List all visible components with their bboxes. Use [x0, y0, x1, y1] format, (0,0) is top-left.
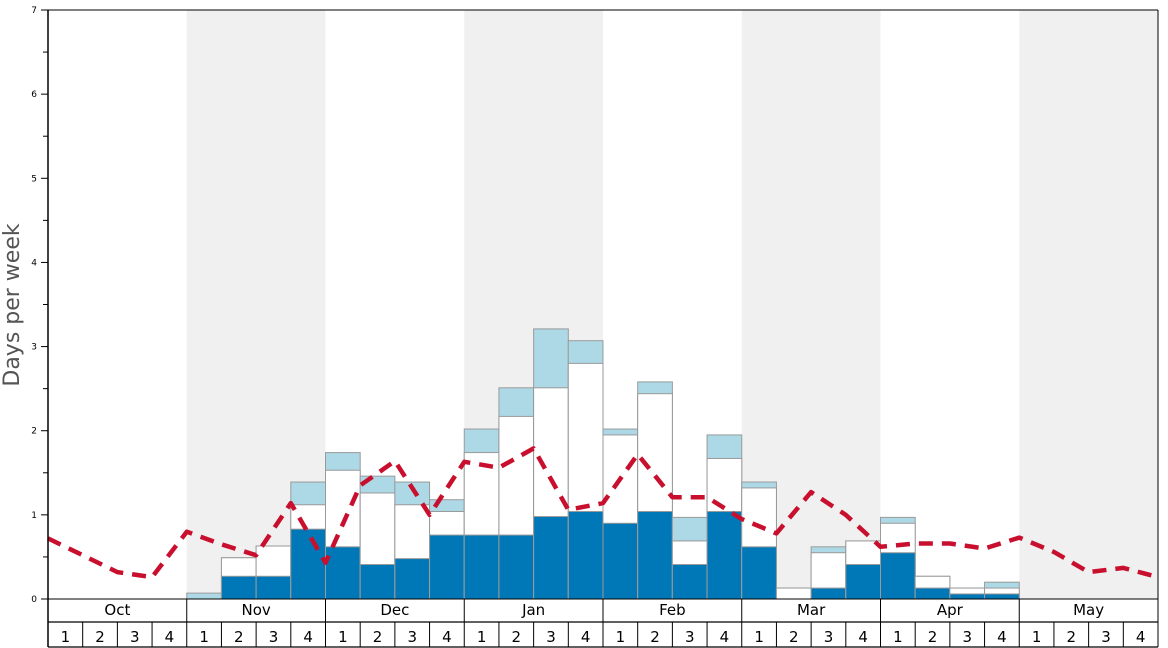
week-label: 2	[234, 628, 244, 646]
week-label: 4	[997, 628, 1007, 646]
week-label: 3	[685, 628, 695, 646]
week-label: 4	[581, 628, 591, 646]
y-axis: 0 1 2 3 4 5 6 7	[31, 6, 1159, 647]
week-label: 1	[1032, 628, 1042, 646]
month-label-nov: Nov	[241, 601, 270, 619]
month-label-jan: Jan	[521, 601, 545, 619]
month-label-may: May	[1073, 601, 1104, 619]
month-label-mar: Mar	[797, 601, 826, 619]
month-shading	[186, 10, 1158, 599]
week-label: 1	[616, 628, 626, 646]
week-label: 1	[893, 628, 903, 646]
bar-dark-7	[290, 528, 326, 600]
week-label: 3	[130, 628, 140, 646]
y-tick-label: 6	[31, 90, 37, 100]
y-tick-label: 4	[31, 258, 37, 268]
bar-dark-18	[671, 564, 708, 600]
week-label: 2	[1067, 628, 1077, 646]
y-tick-label: 7	[31, 6, 37, 16]
bar-dark-14	[533, 516, 569, 600]
week-label: 4	[858, 628, 868, 646]
bar-dark-11	[429, 534, 465, 600]
week-label: 2	[650, 628, 660, 646]
month-label-feb: Feb	[659, 601, 686, 619]
month-label-dec: Dec	[380, 601, 409, 619]
month-shade-may	[1019, 10, 1158, 599]
bar-dark-26	[949, 593, 986, 600]
bar-dark-24	[880, 552, 916, 600]
week-label: 4	[720, 628, 730, 646]
week-label: 4	[303, 628, 313, 646]
week-label: 4	[1136, 628, 1146, 646]
y-axis-label: Days per week	[0, 223, 25, 386]
week-label: 2	[373, 628, 383, 646]
week-label: 3	[824, 628, 834, 646]
week-label: 3	[962, 628, 972, 646]
y-tick-label: 5	[31, 174, 37, 184]
bar-dark-17	[637, 510, 673, 600]
week-label: 3	[407, 628, 417, 646]
bar-dark-15	[567, 510, 604, 600]
y-tick-label: 2	[31, 427, 37, 437]
week-label: 4	[442, 628, 452, 646]
bar-dark-16	[602, 522, 639, 600]
week-label: 2	[512, 628, 522, 646]
week-label: 1	[199, 628, 209, 646]
bar-dark-23	[845, 564, 881, 600]
bar-dark-8	[325, 546, 361, 600]
bar-dark-19	[706, 510, 743, 600]
week-label: 3	[269, 628, 279, 646]
y-tick-label: 0	[31, 595, 37, 605]
week-label: 3	[1101, 628, 1111, 646]
bar-dark-20	[741, 546, 777, 600]
bar-dark-10	[394, 558, 431, 600]
bar-marks	[186, 328, 1020, 600]
bar-dark-27	[984, 593, 1020, 600]
week-label: 1	[477, 628, 487, 646]
week-label: 1	[338, 628, 348, 646]
week-label: 2	[789, 628, 799, 646]
y-tick-label: 3	[31, 343, 37, 353]
y-tick-label: 1	[31, 511, 37, 521]
week-label: 1	[61, 628, 71, 646]
bar-dark-22	[810, 587, 847, 600]
bar-dark-13	[498, 534, 535, 600]
bar-dark-9	[359, 564, 396, 600]
week-label: 2	[95, 628, 105, 646]
bar-dark-6	[255, 575, 292, 600]
bar-white-21	[775, 587, 812, 600]
month-label-oct: Oct	[104, 601, 130, 619]
bar-light-4	[186, 592, 222, 600]
bar-dark-25	[914, 587, 951, 600]
month-label-apr: Apr	[937, 601, 964, 619]
week-label: 4	[165, 628, 175, 646]
week-label: 2	[928, 628, 938, 646]
week-label: 1	[754, 628, 764, 646]
x-axis: Oct Nov Dec Jan Feb Mar Apr May 1 2 3 4 1 2 3 4 1 2 3 4 1 2 3 4…	[47, 598, 1158, 648]
bar-dark-12	[463, 534, 500, 600]
week-label: 3	[546, 628, 556, 646]
bar-dark-5	[220, 575, 257, 600]
